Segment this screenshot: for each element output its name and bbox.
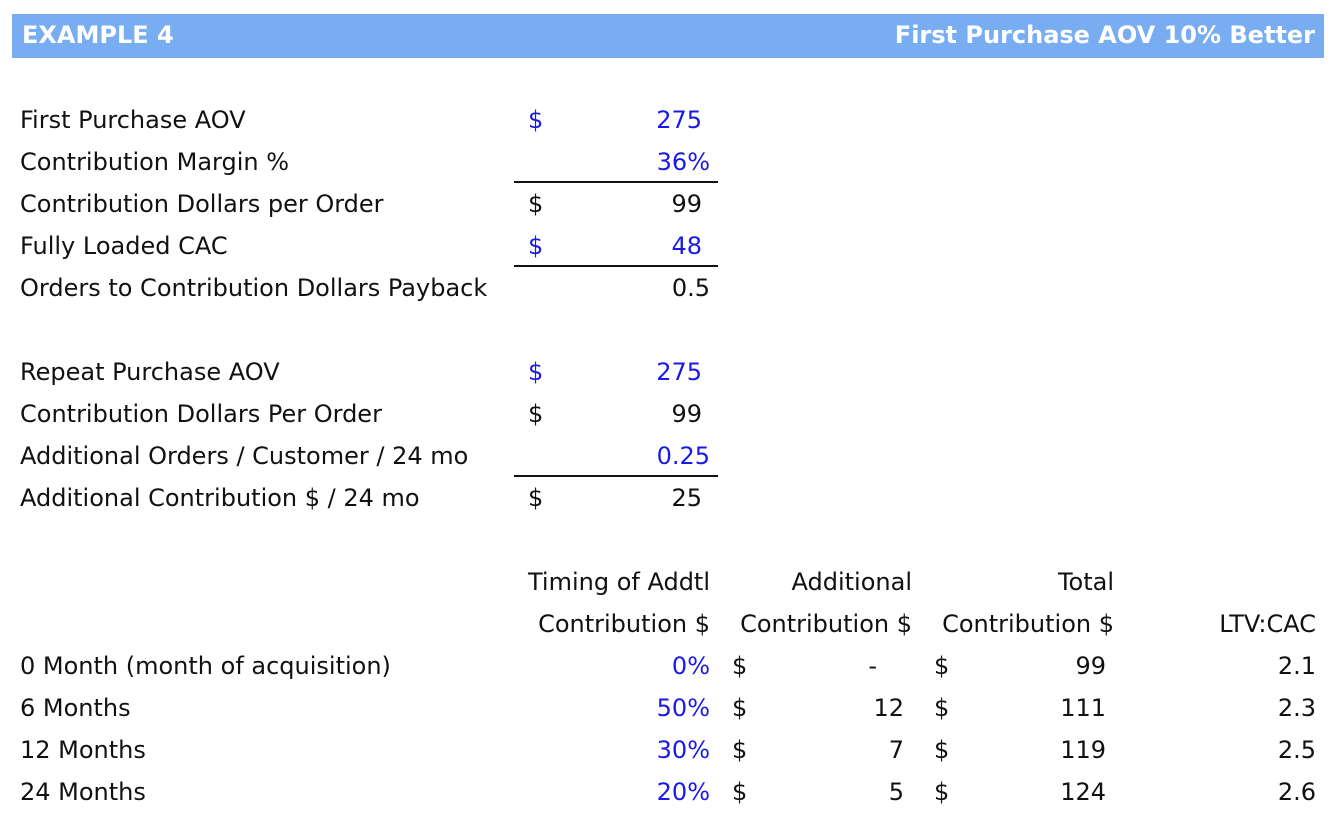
currency-symbol: $ — [528, 232, 544, 260]
value-cell: 25 — [671, 484, 702, 512]
underline — [514, 265, 718, 267]
value-cell: 36% — [656, 148, 710, 176]
total-value: 111 — [1060, 694, 1106, 722]
header-additional-line1: Additional — [791, 568, 912, 596]
row-label: Additional Contribution $ / 24 mo — [20, 484, 420, 512]
header-additional-line2: Contribution $ — [740, 610, 912, 638]
scenario-title: First Purchase AOV 10% Better — [894, 21, 1315, 49]
underline — [514, 475, 718, 477]
row-label: Additional Orders / Customer / 24 mo — [20, 442, 469, 470]
period-label: 0 Month (month of acquisition) — [20, 652, 391, 680]
additional-value: 7 — [888, 736, 904, 764]
timing-percent: 30% — [656, 736, 710, 764]
value-cell: 275 — [656, 106, 702, 134]
ltv-cac-value: 2.1 — [1277, 652, 1316, 680]
ltv-cac-value: 2.6 — [1277, 778, 1316, 806]
row-label: Repeat Purchase AOV — [20, 358, 280, 386]
header-total-line2: Contribution $ — [942, 610, 1114, 638]
timing-percent: 20% — [656, 778, 710, 806]
additional-currency: $ — [732, 652, 748, 680]
additional-currency: $ — [732, 694, 748, 722]
additional-value: - — [868, 652, 877, 680]
row-label: Contribution Dollars per Order — [20, 190, 384, 218]
period-label: 24 Months — [20, 778, 146, 806]
example-header-bar: EXAMPLE 4 First Purchase AOV 10% Better — [12, 14, 1324, 58]
total-value: 99 — [1075, 652, 1106, 680]
value-cell: 48 — [671, 232, 702, 260]
period-label: 6 Months — [20, 694, 131, 722]
row-label: Fully Loaded CAC — [20, 232, 228, 260]
currency-symbol: $ — [528, 484, 544, 512]
total-currency: $ — [934, 736, 950, 764]
additional-value: 5 — [888, 778, 904, 806]
currency-symbol: $ — [528, 190, 544, 218]
row-label: Orders to Contribution Dollars Payback — [20, 274, 488, 302]
total-value: 124 — [1060, 778, 1106, 806]
value-cell: 99 — [671, 190, 702, 218]
additional-currency: $ — [732, 778, 748, 806]
additional-value: 12 — [873, 694, 904, 722]
period-label: 12 Months — [20, 736, 146, 764]
total-currency: $ — [934, 778, 950, 806]
currency-symbol: $ — [528, 106, 544, 134]
header-ltv-cac: LTV:CAC — [1219, 610, 1316, 638]
additional-currency: $ — [732, 736, 748, 764]
value-cell: 0.5 — [671, 274, 710, 302]
header-timing-line1: Timing of Addtl — [527, 568, 710, 596]
header-timing-line2: Contribution $ — [538, 610, 710, 638]
example-title: EXAMPLE 4 — [22, 21, 174, 49]
value-cell: 99 — [671, 400, 702, 428]
row-label: First Purchase AOV — [20, 106, 246, 134]
value-cell: 0.25 — [656, 442, 710, 470]
timing-percent: 0% — [671, 652, 710, 680]
header-total-line1: Total — [1057, 568, 1114, 596]
ltv-cac-value: 2.5 — [1277, 736, 1316, 764]
total-currency: $ — [934, 652, 950, 680]
total-value: 119 — [1060, 736, 1106, 764]
total-currency: $ — [934, 694, 950, 722]
currency-symbol: $ — [528, 400, 544, 428]
value-cell: 275 — [656, 358, 702, 386]
timing-percent: 50% — [656, 694, 710, 722]
row-label: Contribution Dollars Per Order — [20, 400, 382, 428]
currency-symbol: $ — [528, 358, 544, 386]
ltv-cac-value: 2.3 — [1277, 694, 1316, 722]
underline — [514, 181, 718, 183]
row-label: Contribution Margin % — [20, 148, 290, 176]
